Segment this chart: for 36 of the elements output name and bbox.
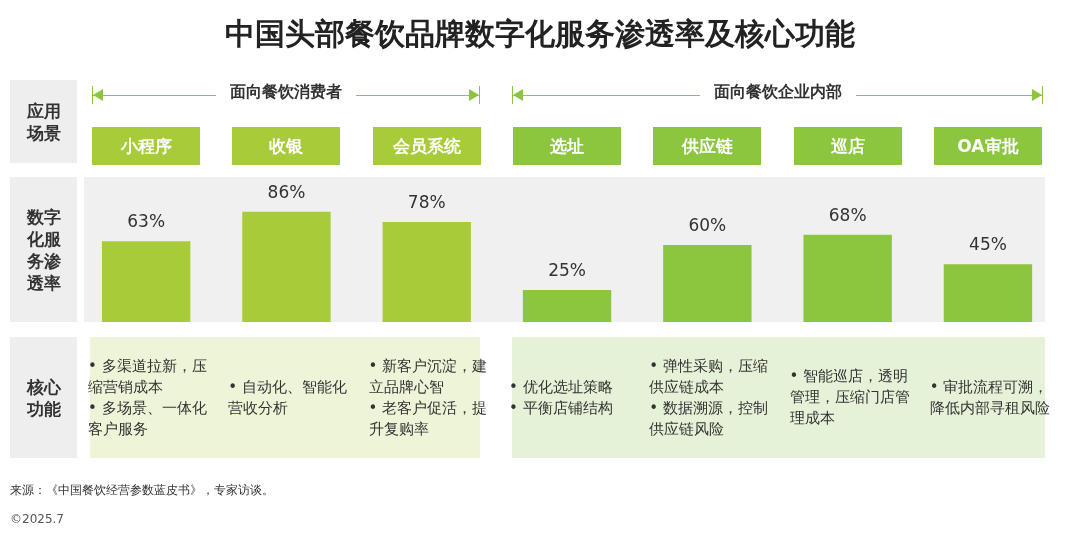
bar: [382, 221, 471, 322]
label-box: 收银: [232, 127, 341, 165]
label-box: 小程序: [92, 127, 201, 165]
data-label: 25%: [548, 259, 586, 280]
text: 面向餐饮企业内部: [699, 82, 856, 101]
data-label: 45%: [969, 234, 1007, 255]
chart-title: 中国头部餐饮品牌数字化服务渗透率及核心功能: [224, 15, 856, 53]
text: • 智能巡店，透明管理，压缩门店管理成本: [789, 366, 911, 429]
data-label: 86%: [267, 181, 306, 202]
data-label: 68%: [828, 204, 867, 225]
text: 面向餐饮消费者: [216, 82, 356, 101]
text: ©2025.7: [10, 512, 64, 526]
text: • 自动化、智能化营收分析: [228, 376, 348, 419]
data-label: 63%: [127, 211, 166, 232]
text: • 新客户沉淀，建立品牌心智 • 老客户促活，提升复购率: [368, 355, 489, 440]
text: • 优化选址策略 • 平衡店铺结构: [508, 376, 613, 419]
bar: [522, 289, 612, 322]
text: • 多渠道拉新，压缩营销成本 • 多场景、一体化客户服务: [88, 355, 208, 440]
label-box: 选址: [513, 127, 622, 165]
data-label: 78%: [407, 191, 446, 212]
label-box: 供应链: [653, 127, 762, 165]
text: 核心功能: [25, 375, 62, 420]
text: 数字化服务渗透率: [25, 205, 62, 294]
text: • 弹性采购，压缩供应链成本 • 数据溯源，控制供应链风险: [649, 355, 769, 440]
label-box: 会员系统: [372, 127, 481, 165]
bar: [242, 211, 331, 322]
bar: [803, 234, 892, 322]
bar: [663, 245, 752, 322]
text: • 审批流程可溯，降低内部寻租风险: [929, 376, 1051, 419]
data-label: 60%: [688, 214, 727, 235]
bar: [943, 264, 1033, 322]
label-box: OA审批: [933, 127, 1042, 165]
bar: [101, 241, 191, 322]
text: 应用场景: [25, 99, 62, 144]
label-box: 巡店: [793, 127, 902, 165]
source-note: 来源：《中国餐饮经营参数蓝皮书》，专家访谈。: [10, 482, 274, 499]
